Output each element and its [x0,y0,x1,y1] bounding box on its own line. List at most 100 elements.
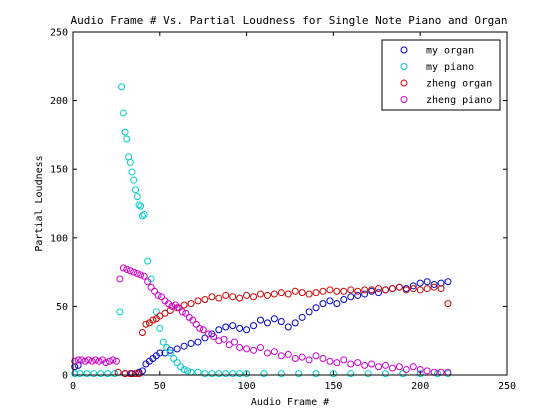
point-my-piano [243,370,251,378]
y-tick-label: 50 [56,302,68,313]
point-zheng-piano [204,330,212,338]
point-my-organ [243,326,251,334]
point-zheng-piano [256,344,264,352]
point-zheng-organ [291,287,299,295]
x-tick-label: 250 [498,381,516,392]
point-my-piano [131,186,139,194]
point-my-piano [163,344,171,352]
series-my-piano [71,83,452,378]
point-zheng-organ [354,287,362,295]
x-tick-label: 150 [324,381,342,392]
point-zheng-piano [388,364,396,372]
point-my-piano [329,370,337,378]
x-axis-label: Audio Frame # [251,397,329,408]
point-my-piano [144,257,152,265]
point-my-organ [423,278,431,286]
point-zheng-piano [85,356,93,364]
point-zheng-piano [105,357,113,365]
point-my-piano [180,366,188,374]
point-my-piano [130,176,138,184]
point-zheng-piano [81,357,89,365]
point-zheng-piano [319,355,327,363]
point-my-piano [133,193,141,201]
point-zheng-piano [196,324,204,332]
point-my-organ [340,296,348,304]
y-axis-label: Partial Loudness [34,155,45,251]
point-zheng-organ [347,286,355,294]
legend-label-zheng-piano: zheng piano [426,95,492,106]
point-zheng-piano [74,356,82,364]
point-my-piano [208,370,216,378]
point-zheng-organ [243,291,251,299]
point-zheng-organ [416,286,424,294]
point-zheng-organ [340,287,348,295]
x-tick-label: 100 [238,381,256,392]
axis-ticks: 0 50 100 150 200 250 0 50 100 150 200 250 [50,28,516,393]
point-zheng-piano [189,316,197,324]
point-my-piano [381,370,389,378]
point-my-piano [138,212,146,220]
point-zheng-piano [130,268,138,276]
point-my-organ [333,300,341,308]
point-zheng-piano [263,349,271,357]
point-my-piano [173,359,181,367]
point-my-organ [361,290,369,298]
point-zheng-piano [123,265,131,273]
point-my-piano [399,370,407,378]
point-my-piano [135,201,143,209]
point-zheng-piano [409,363,417,371]
point-zheng-piano [133,269,141,277]
point-zheng-piano [215,337,223,345]
point-my-organ [437,279,445,287]
point-zheng-organ [395,283,403,291]
point-my-organ [291,319,299,327]
point-my-piano [156,324,164,332]
point-zheng-organ [270,290,278,298]
point-my-organ [256,316,264,324]
point-zheng-organ [121,370,129,378]
point-my-organ [187,339,195,347]
point-zheng-piano [361,361,369,369]
point-zheng-piano [312,352,320,360]
point-zheng-piano [333,359,341,367]
point-zheng-piano [354,359,362,367]
point-zheng-organ [375,285,383,293]
point-my-organ [326,297,334,305]
point-my-piano [277,370,285,378]
point-zheng-organ [381,286,389,294]
point-zheng-piano [340,356,348,364]
point-zheng-piano [277,352,285,360]
point-my-organ [298,313,306,321]
point-zheng-organ [187,300,195,308]
point-my-organ [74,361,82,369]
point-zheng-organ [229,293,237,301]
point-zheng-organ [368,286,376,294]
point-zheng-piano [250,346,258,354]
point-zheng-piano [291,355,299,363]
point-zheng-organ [166,307,174,315]
chart-title: Audio Frame # Vs. Partial Loudness for S… [70,14,507,27]
point-zheng-piano [168,302,176,310]
point-zheng-organ [402,286,410,294]
point-zheng-piano [178,308,186,316]
point-my-piano [295,370,303,378]
point-my-piano [83,370,91,378]
point-my-piano [111,370,119,378]
point-zheng-organ [135,370,143,378]
point-my-organ [319,300,327,308]
point-my-piano [187,368,195,376]
legend-marker-my-organ [400,46,408,54]
point-zheng-organ [138,328,146,336]
point-my-organ [270,315,278,323]
point-zheng-organ [201,296,209,304]
point-my-piano [215,370,223,378]
point-zheng-piano [270,348,278,356]
point-zheng-organ [208,293,216,301]
point-zheng-piano [137,271,145,279]
point-zheng-piano [437,368,445,376]
legend-label-my-organ: my organ [426,46,474,57]
point-my-organ [173,345,181,353]
point-my-piano [170,355,178,363]
point-zheng-organ [222,291,230,299]
